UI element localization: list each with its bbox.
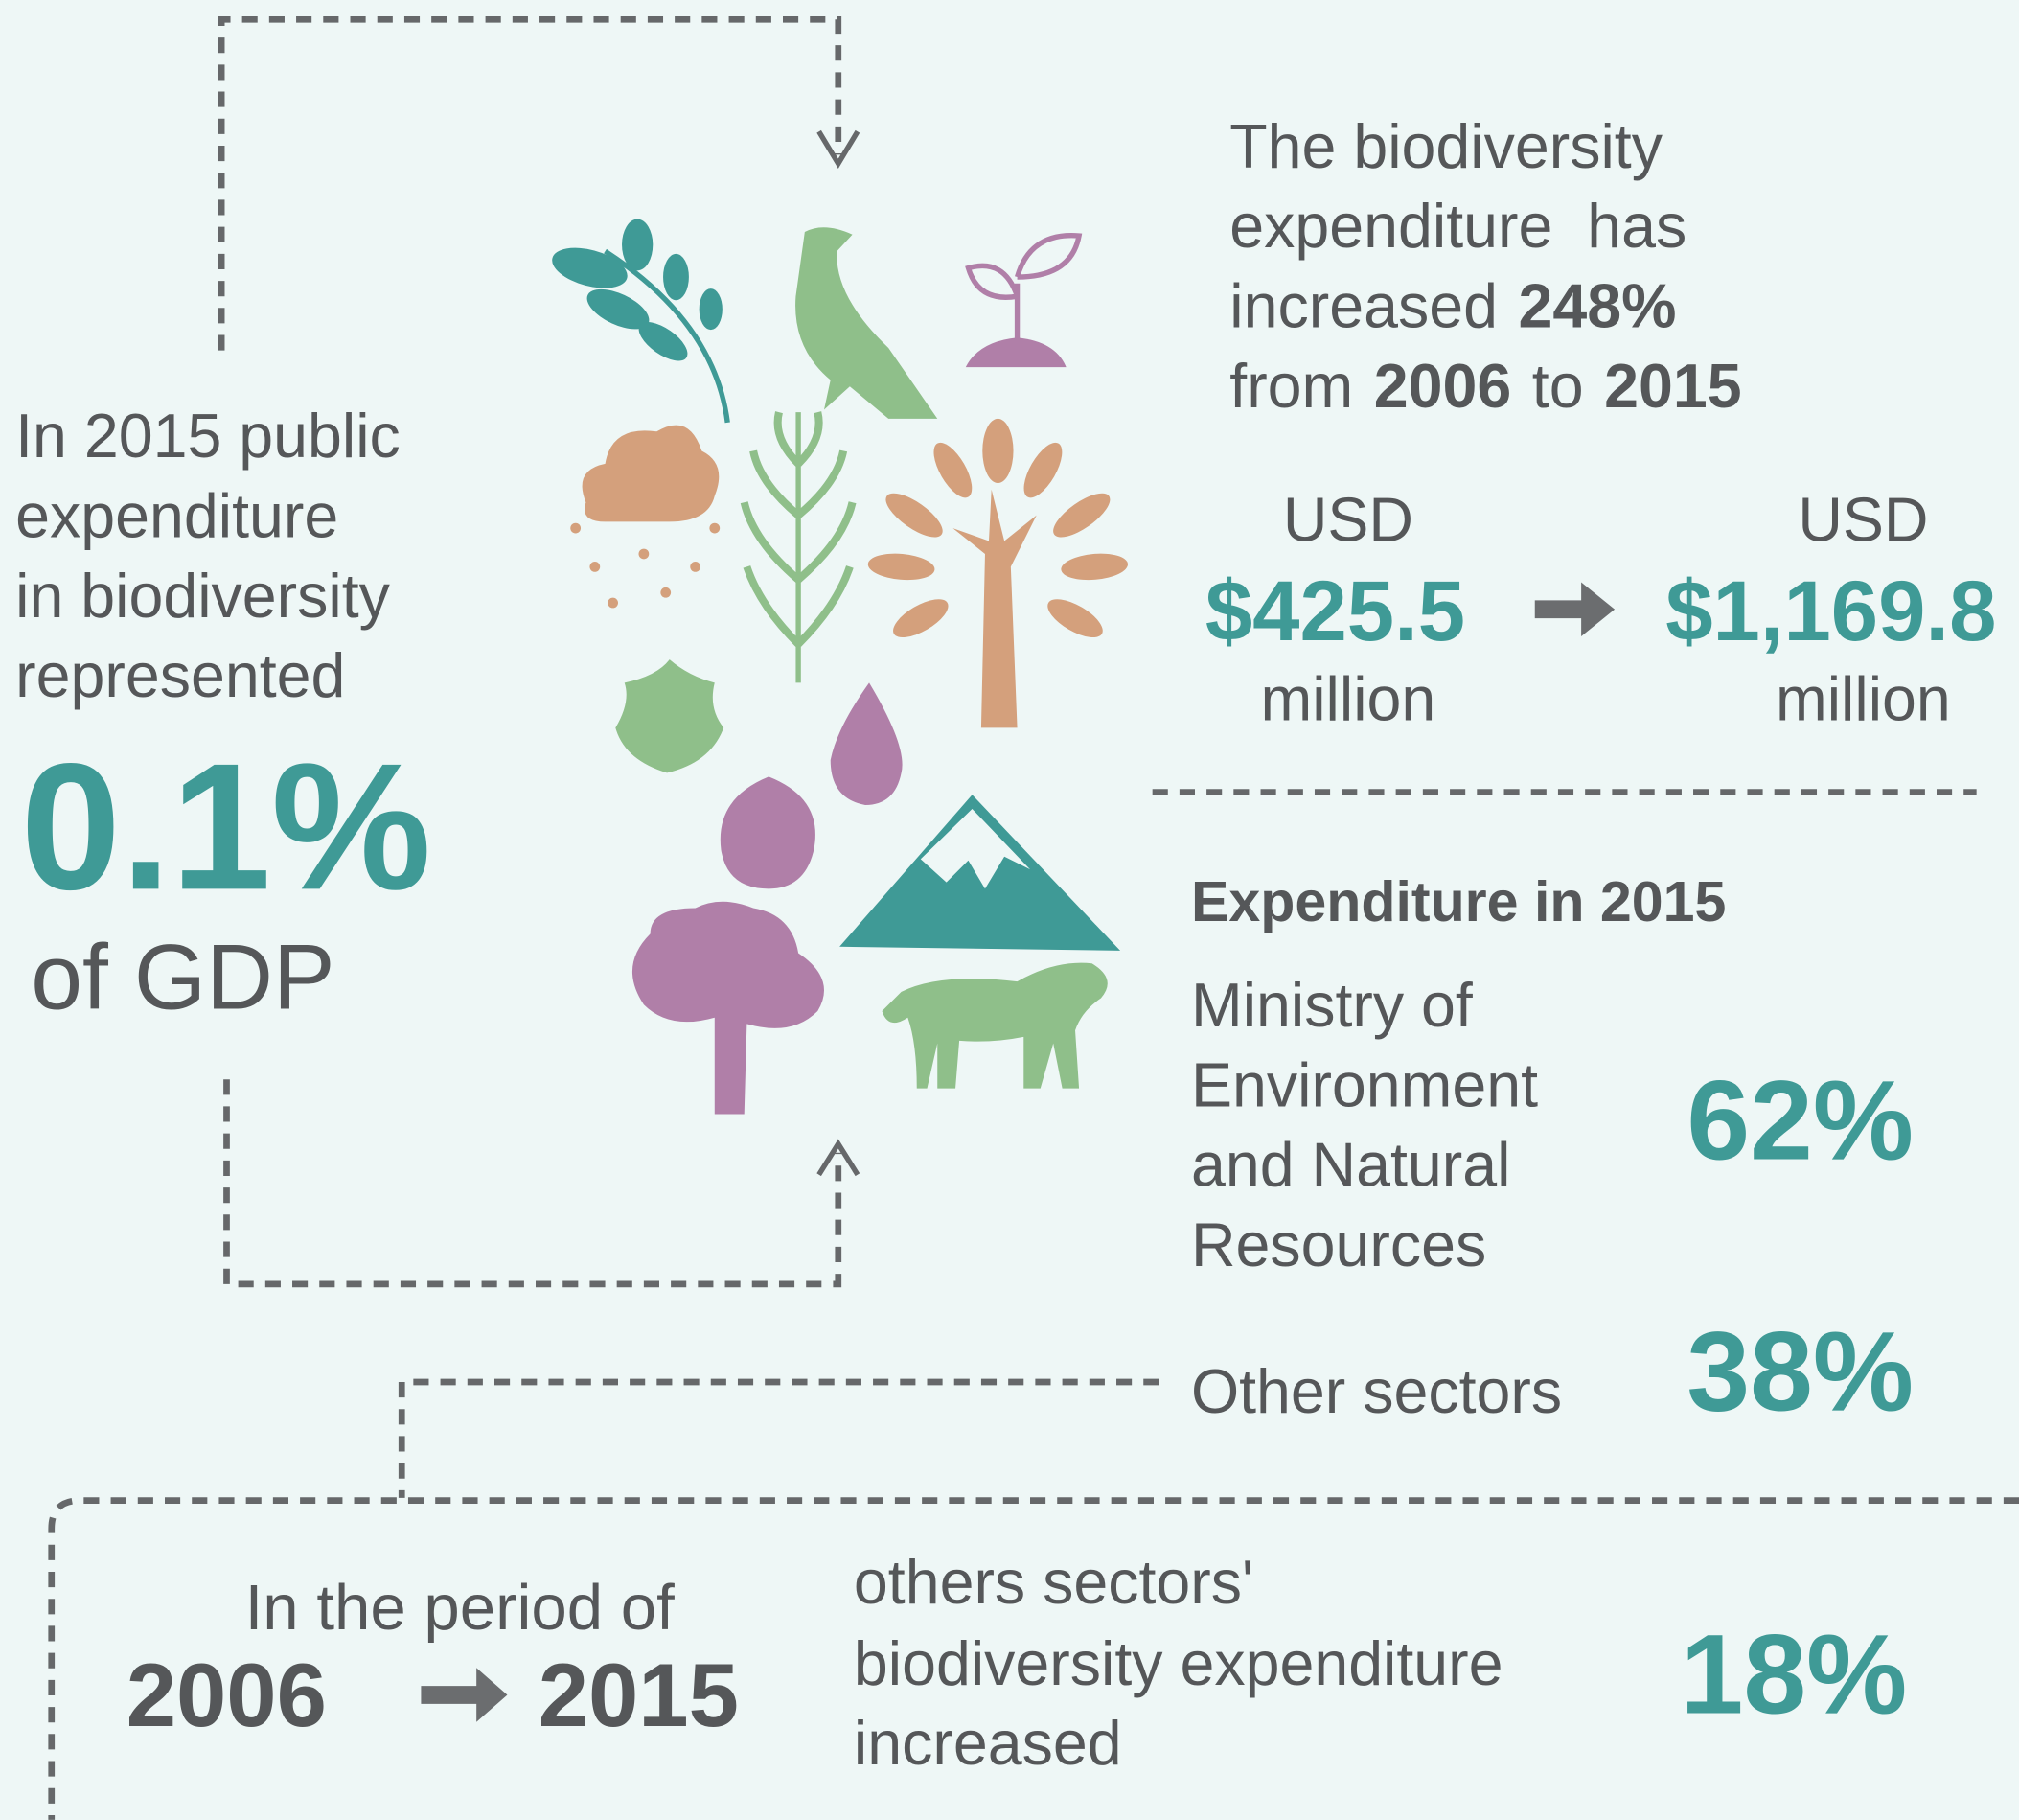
amount: $1,169.8 [1665,564,1996,658]
sector-share: 38% [1686,1309,1914,1436]
period-text: biodiversity expenditure [854,1629,1503,1698]
growth-word: increased [1229,271,1498,340]
growth-text: increased 248% [1229,271,1676,340]
gdp-unit: of GDP [31,924,334,1028]
sector-label: Environment [1191,1050,1538,1119]
amount: $425.5 [1205,564,1465,658]
left-text: represented [15,641,345,710]
gdp-value: 0.1% [21,726,432,927]
unit: million [1776,664,1951,733]
sector-label: Ministry of [1191,971,1474,1040]
start-year: 2006 [1374,352,1511,421]
period-text: increased [854,1709,1122,1778]
sector-share: 62% [1686,1058,1914,1185]
left-text: expenditure [15,481,338,550]
end-year: 2015 [1604,352,1741,421]
infographic: In 2015 public expenditure in biodiversi… [0,0,2019,1820]
period-end: 2015 [539,1645,739,1745]
period-start: 2006 [126,1645,327,1745]
growth-word: to [1532,352,1584,421]
growth-word: from [1229,352,1353,421]
page: { "left": { "lines": ["In 2015 public", … [0,0,2019,1820]
period-text: others sectors' [854,1548,1253,1617]
left-text: In 2015 public [15,402,401,471]
period-share: 18% [1681,1611,1908,1738]
growth-text: The biodiversity [1229,112,1663,181]
sector-label: Other sectors [1191,1357,1562,1426]
breakdown-title: Expenditure in 2015 [1191,869,1726,933]
growth-text: expenditure has [1229,192,1686,261]
unit: million [1261,664,1436,733]
sector-label: and Natural [1191,1131,1510,1200]
growth-percent: 248% [1518,271,1676,340]
currency: USD [1283,486,1413,555]
sector-label: Resources [1191,1210,1486,1279]
left-text: in biodiversity [15,562,390,631]
currency: USD [1798,486,1928,555]
period-intro: In the period of [245,1572,675,1644]
growth-text: from 2006 to 2015 [1229,352,1741,421]
